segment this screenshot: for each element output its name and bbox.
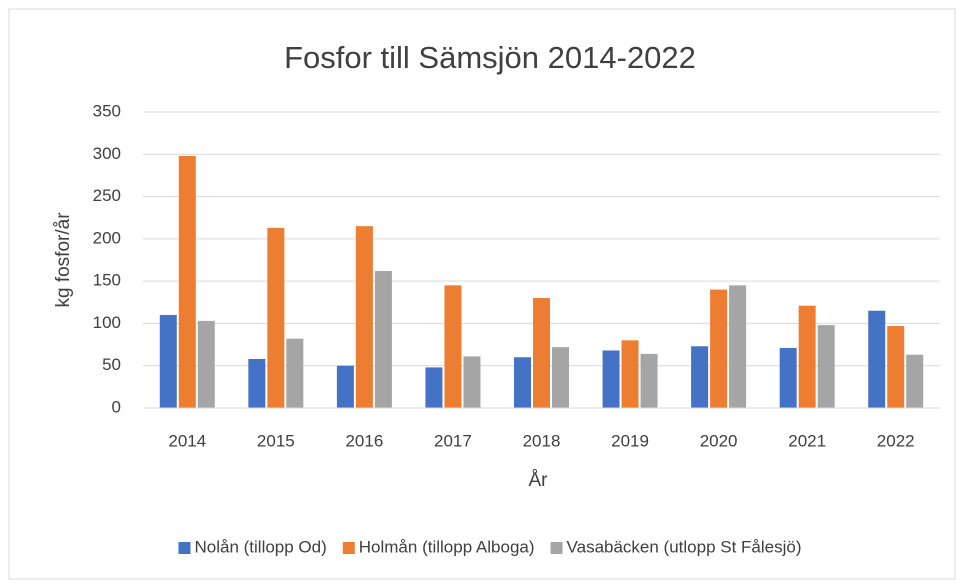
bar (798, 305, 816, 408)
y-tick-label: 250 (93, 186, 121, 205)
bar (691, 346, 709, 408)
bar (374, 270, 392, 408)
bar (906, 354, 924, 408)
y-tick-label: 200 (93, 228, 121, 247)
bar (444, 285, 462, 408)
bar (197, 320, 215, 408)
chart-title: Fosfor till Sämsjön 2014-2022 (284, 40, 696, 75)
chart-border (8, 8, 956, 580)
x-tick-label: 2020 (700, 431, 738, 450)
x-tick-label: 2017 (434, 431, 472, 450)
legend-swatch (342, 542, 355, 554)
bar (817, 325, 835, 408)
bar (779, 347, 797, 408)
x-tick-label: 2019 (611, 431, 649, 450)
legend-label: Holmån (tillopp Alboga) (359, 537, 535, 556)
bar (267, 227, 285, 408)
x-tick-label: 2015 (257, 431, 295, 450)
x-tick-label: 2018 (523, 431, 561, 450)
x-tick-label: 2021 (788, 431, 826, 450)
bar (514, 357, 531, 408)
bar (425, 367, 443, 408)
bar (159, 314, 177, 408)
bar (887, 325, 905, 408)
bar (621, 340, 639, 408)
y-tick-label: 300 (93, 144, 121, 163)
bar (178, 155, 196, 408)
x-tick-label: 2016 (345, 431, 383, 450)
bar (868, 310, 886, 408)
bar (463, 356, 481, 408)
bar (533, 298, 550, 408)
x-tick-label: 2014 (168, 431, 206, 450)
bar (552, 347, 569, 408)
y-tick-label: 350 (93, 101, 121, 120)
y-tick-label: 0 (112, 397, 121, 416)
bar (640, 353, 658, 408)
x-tick-label: 2022 (877, 431, 915, 450)
bar (286, 338, 304, 408)
y-tick-label: 150 (93, 271, 121, 290)
legend-swatch (178, 542, 191, 554)
y-axis-title: kg fosfor/år (53, 212, 74, 308)
y-tick-label: 100 (93, 313, 121, 332)
bar (710, 289, 728, 408)
x-axis-title: År (529, 470, 549, 491)
legend-label: Vasabäcken (utlopp St Fålesjö) (567, 537, 802, 556)
legend-swatch (550, 542, 563, 554)
bar (355, 226, 373, 408)
bar (248, 358, 266, 408)
bar (336, 365, 354, 408)
y-tick-label: 50 (102, 355, 121, 374)
bar (602, 350, 620, 408)
legend-label: Nolån (tillopp Od) (194, 537, 326, 556)
bar (729, 285, 747, 408)
